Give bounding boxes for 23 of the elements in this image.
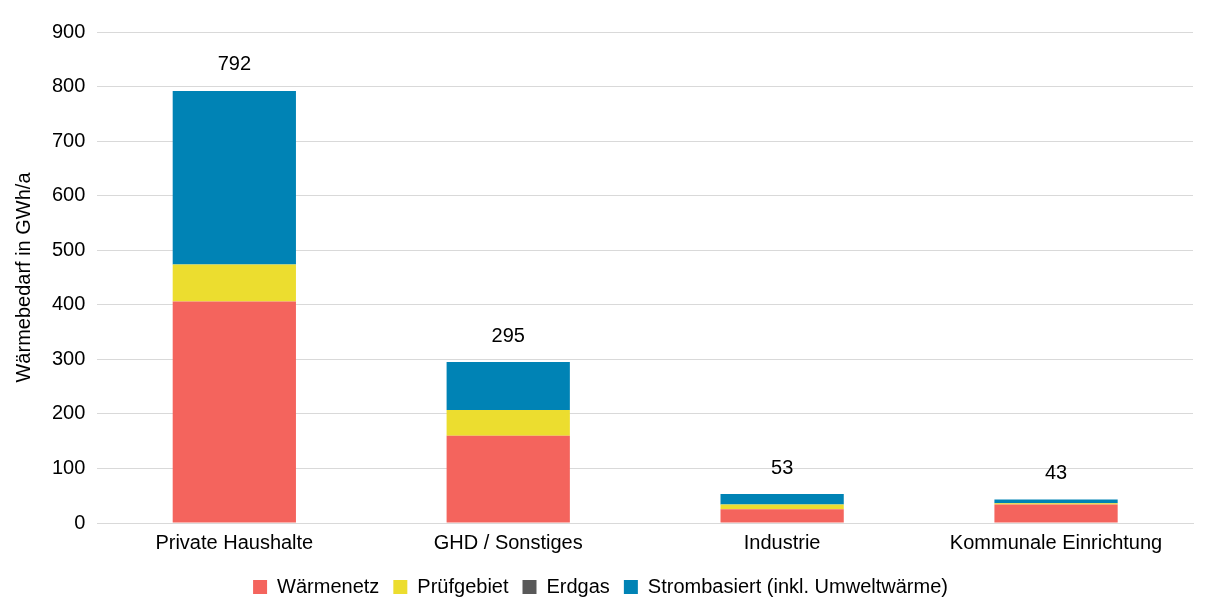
x-tick-label: GHD / Sonstiges <box>433 530 583 553</box>
y-tick-label: 700 <box>51 128 86 151</box>
y-tick-label: 200 <box>51 401 86 424</box>
y-tick-label: 300 <box>51 346 86 369</box>
legend-label: Erdgas <box>546 574 610 597</box>
legend-label: Prüfgebiet <box>417 574 509 597</box>
y-tick-label: 800 <box>51 74 86 97</box>
total-label: 295 <box>491 323 525 346</box>
y-tick-label: 500 <box>51 237 86 260</box>
y-axis-title: Wärmebedarf in GWh/a <box>11 171 34 383</box>
legend-label: Wärmenetz <box>277 574 380 597</box>
total-label: 43 <box>1044 461 1068 484</box>
y-tick-label: 400 <box>51 292 86 315</box>
y-tick-label: 900 <box>51 19 86 42</box>
x-tick-label: Private Haushalte <box>155 530 314 553</box>
y-tick-label: 100 <box>51 455 86 478</box>
total-label: 792 <box>217 52 252 75</box>
x-tick-label: Industrie <box>743 530 821 553</box>
total-label: 53 <box>771 455 794 478</box>
x-tick-label: Kommunale Einrichtung <box>949 530 1163 553</box>
y-tick-label: 0 <box>74 510 86 533</box>
y-tick-label: 600 <box>51 183 86 206</box>
legend-label: Strombasiert (inkl. Umweltwärme) <box>647 574 948 597</box>
